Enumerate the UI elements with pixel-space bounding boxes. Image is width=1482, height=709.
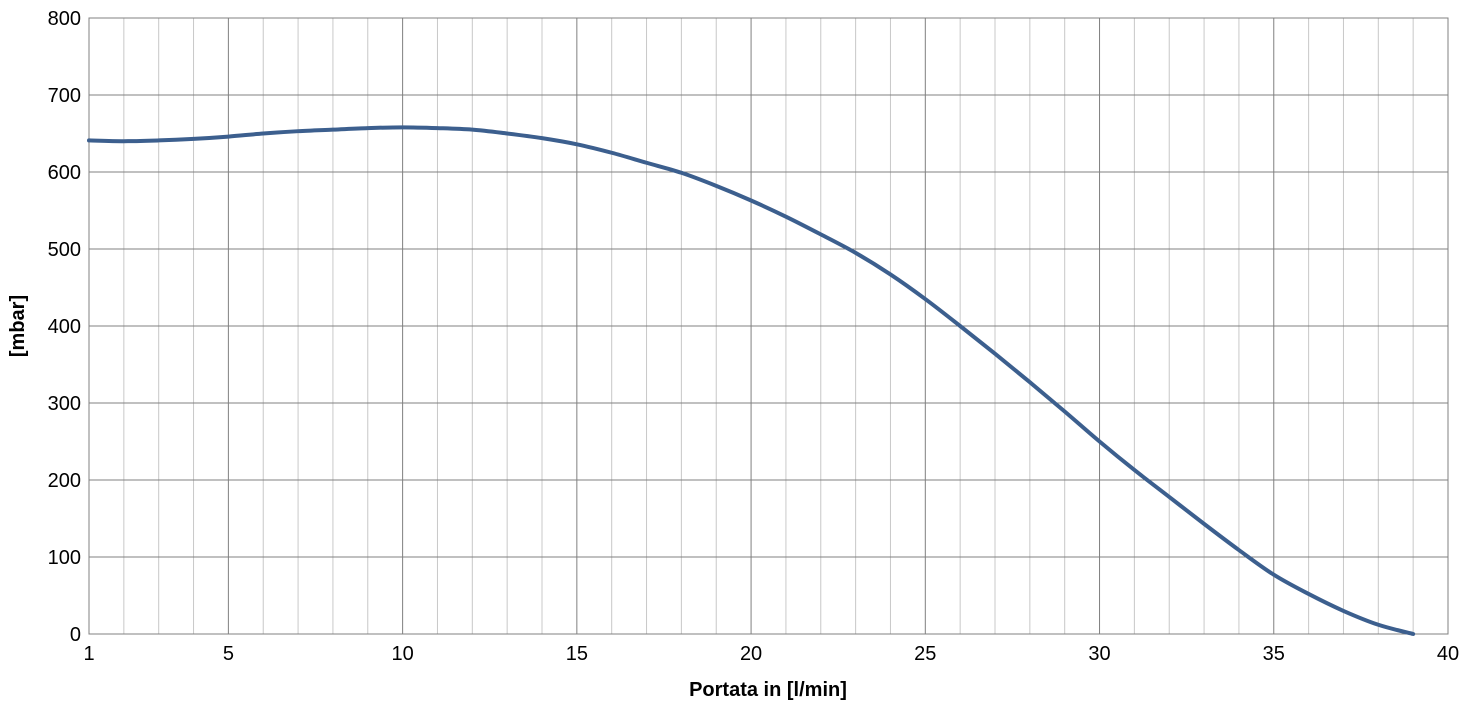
x-tick-label: 5 [223,643,234,665]
y-axis-title: [mbar] [7,295,29,357]
y-tick-label: 300 [48,393,81,415]
x-tick-label: 35 [1263,643,1285,665]
y-tick-label: 0 [70,624,81,646]
y-tick-label: 500 [48,239,81,261]
x-tick-label: 10 [391,643,413,665]
grid [88,17,1449,635]
y-tick-label: 400 [48,316,81,338]
x-tick-label: 1 [83,643,94,665]
y-tick-label: 800 [48,8,81,30]
y-tick-label: 700 [48,85,81,107]
x-tick-label: 40 [1437,643,1459,665]
x-tick-label: 30 [1088,643,1110,665]
plot-frame [88,17,1449,635]
x-axis-title: Portata in [l/min] [689,679,847,701]
x-tick-label: 20 [740,643,762,665]
y-tick-label: 100 [48,547,81,569]
tick-labels: 1 5 10 15 20 25 30 35 40010020030040050060070080… [48,8,1460,665]
y-tick-label: 200 [48,470,81,492]
x-tick-label: 25 [914,643,936,665]
series-line [87,125,1416,636]
series-layer [87,125,1416,636]
x-tick-label: 15 [566,643,588,665]
y-tick-label: 600 [48,162,81,184]
